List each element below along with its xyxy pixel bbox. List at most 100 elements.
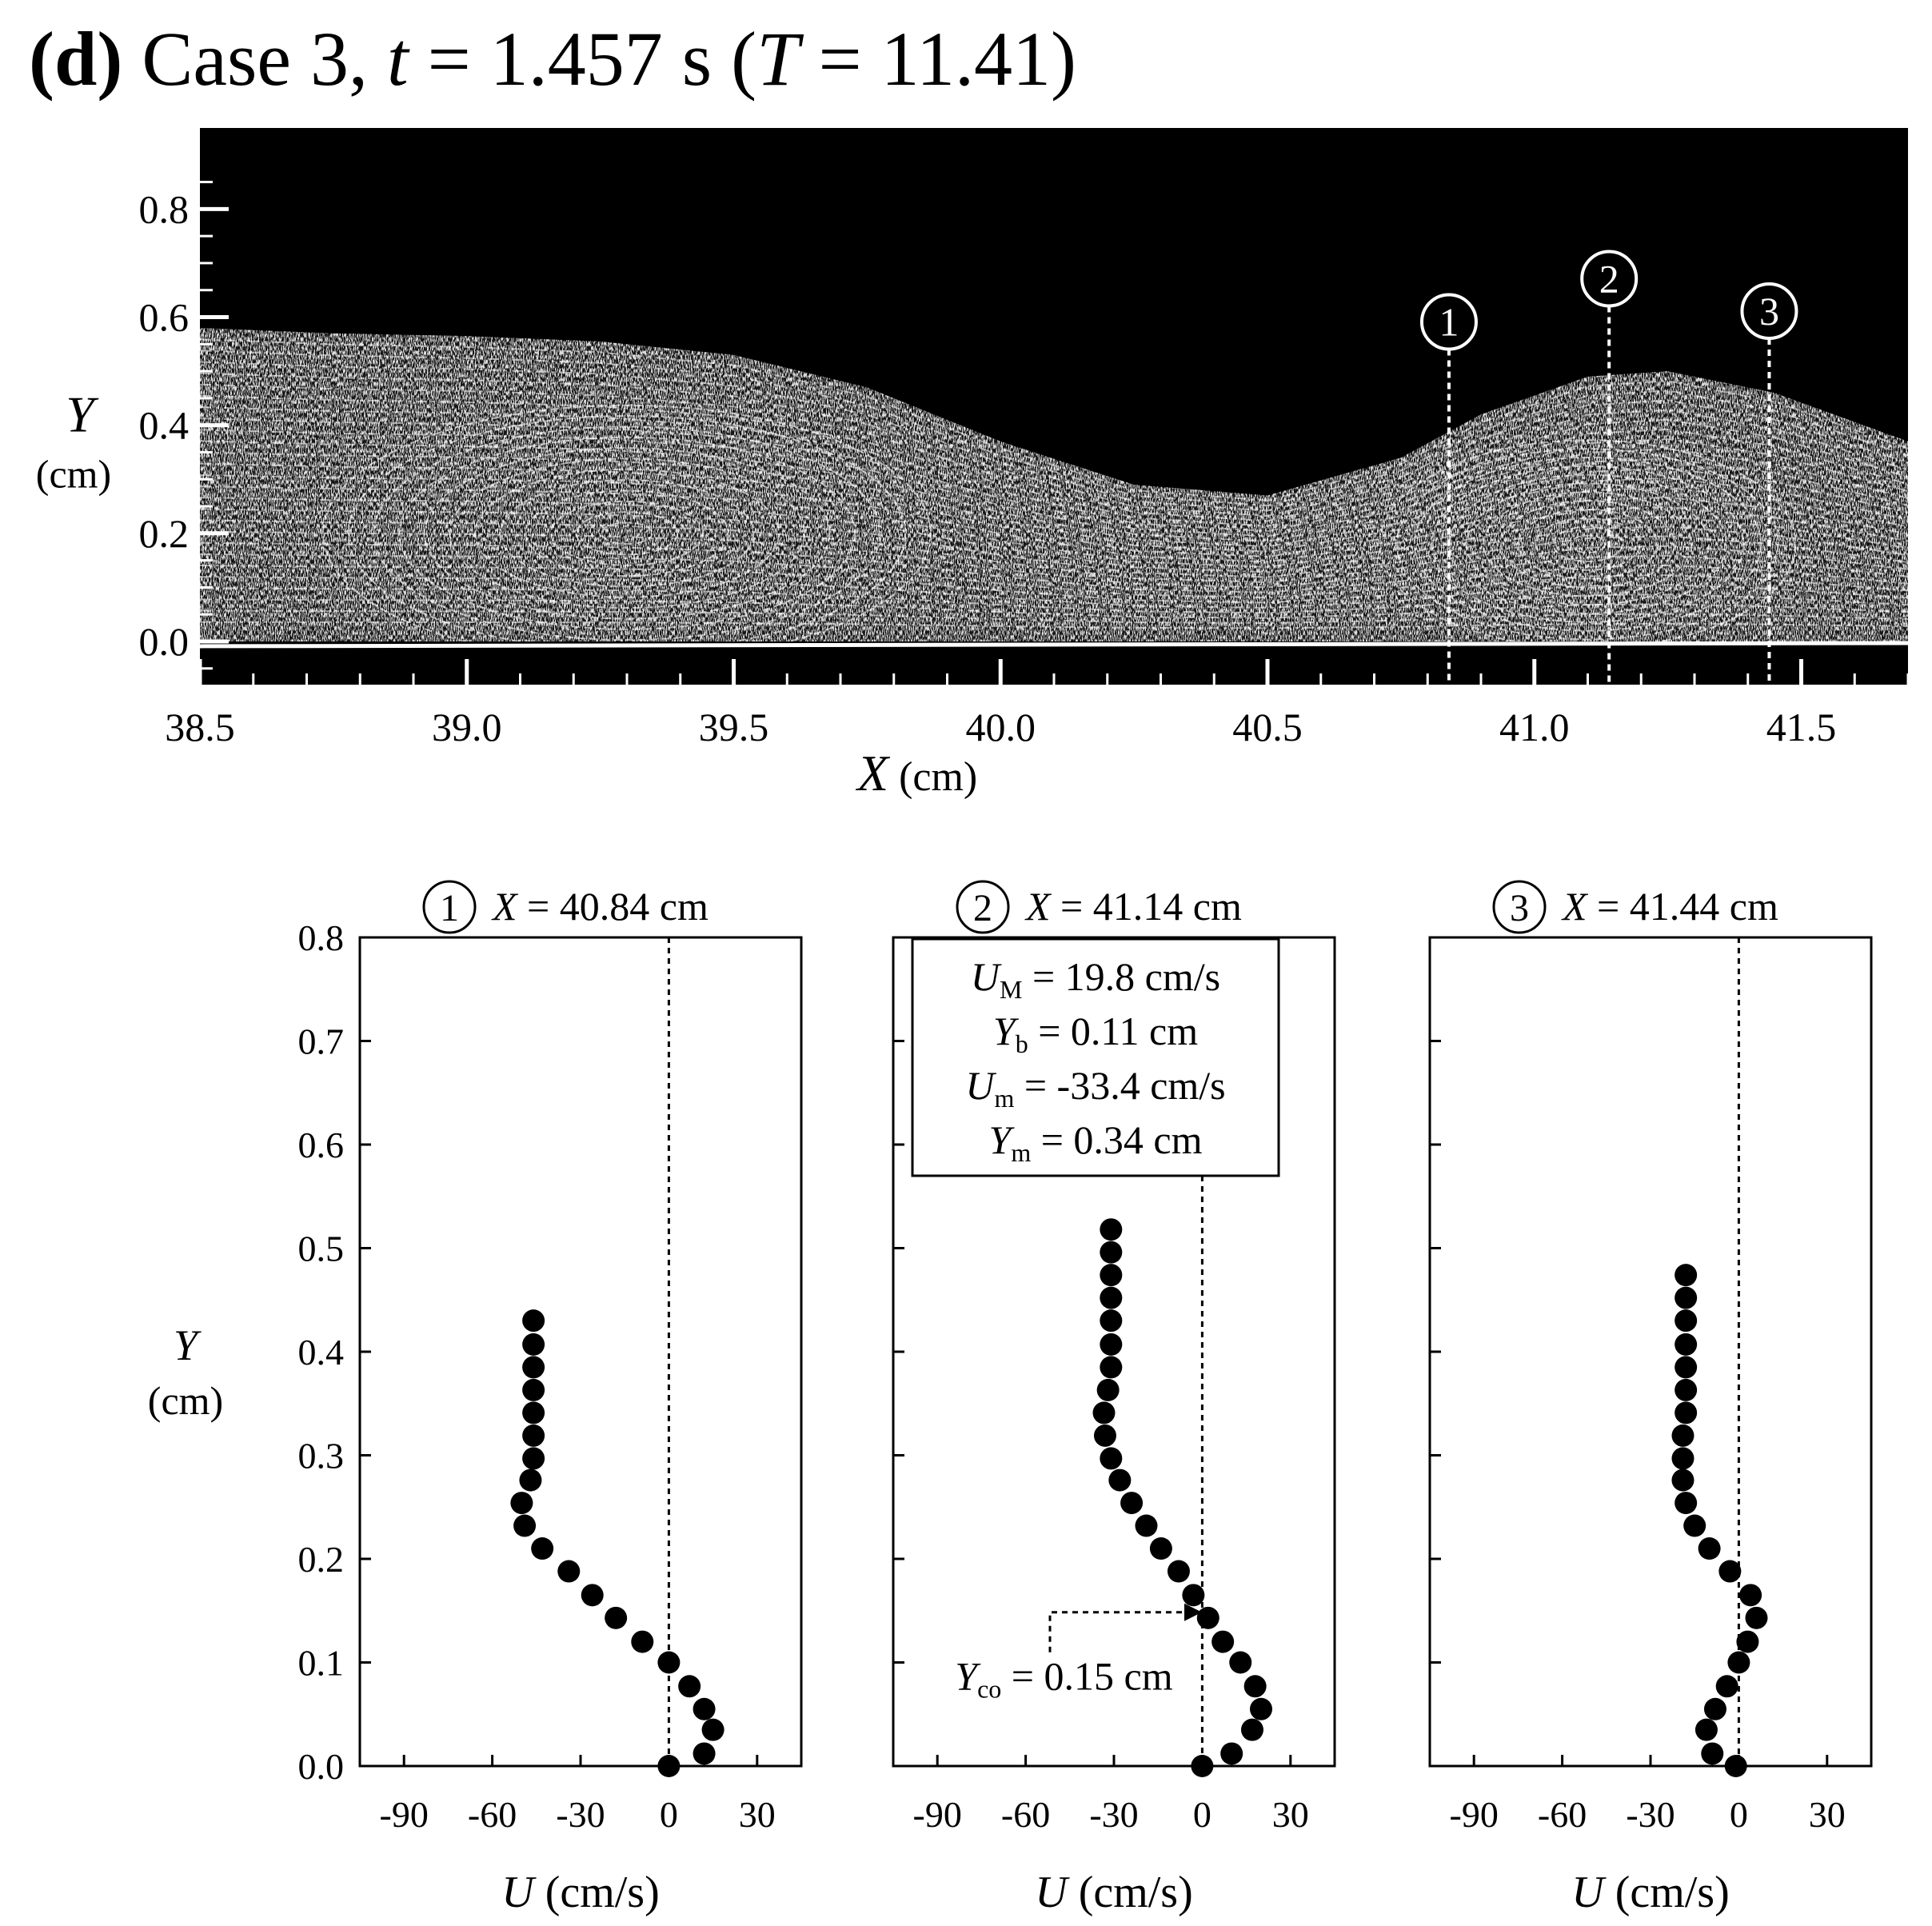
data-point <box>1724 1755 1747 1777</box>
data-point <box>693 1697 716 1720</box>
info-row: UM = 19.8 cm/s <box>971 954 1220 1004</box>
streak-line <box>200 474 1908 563</box>
x-axis-label: X (cm) <box>855 745 977 801</box>
data-point <box>678 1675 701 1698</box>
x-tick-label: 0 <box>1730 1794 1748 1835</box>
info-row: Yb = 0.11 cm <box>993 1009 1198 1058</box>
y-axis-unit: (cm) <box>148 1378 223 1423</box>
streak-line <box>200 485 1908 568</box>
data-point <box>1671 1468 1694 1492</box>
info-var: U <box>965 1063 996 1108</box>
title-var: X <box>1024 884 1052 929</box>
data-point <box>522 1356 545 1379</box>
annotation-value: = 0.15 cm <box>1001 1653 1172 1698</box>
vortex-ring <box>1413 456 1762 632</box>
title-value: = 41.14 cm <box>1051 884 1242 929</box>
title-t-value: = 1.457 s ( <box>408 16 757 102</box>
data-point <box>1092 1401 1116 1425</box>
data-point <box>1149 1537 1172 1560</box>
info-value: = 0.34 cm <box>1031 1117 1202 1162</box>
streak-line <box>200 609 1908 625</box>
y-tick-label: 0.2 <box>139 511 190 556</box>
x-axis-label: U (cm/s) <box>1571 1868 1730 1917</box>
title-value: = 41.44 cm <box>1587 884 1778 929</box>
vortex-ring <box>525 489 729 577</box>
data-point <box>1243 1675 1267 1698</box>
info-value: = 0.11 cm <box>1028 1009 1199 1053</box>
info-sub: b <box>1016 1029 1028 1058</box>
data-point <box>657 1755 681 1777</box>
title-t-var: t <box>386 16 409 102</box>
station-circle <box>1419 293 1478 351</box>
x-tick-label: 38.5 <box>165 705 235 749</box>
data-point <box>1250 1697 1272 1720</box>
y-tick-label: 0.0 <box>139 619 190 664</box>
x-tick-label: 30 <box>739 1794 776 1835</box>
data-point <box>1240 1718 1263 1741</box>
vortex-ring <box>347 415 907 641</box>
data-point <box>1100 1264 1123 1287</box>
data-point <box>1727 1651 1750 1674</box>
title-value: = 40.84 cm <box>517 884 709 929</box>
profile-plot-1: -90 -60 -30 0 30 0.0 0.1 0.2 0.3 0.4 0.5 0.6 0.7 0.8 Y… <box>148 880 803 1917</box>
station-circle <box>956 880 1010 934</box>
streak-line <box>200 541 1908 593</box>
data-point <box>1675 1333 1698 1356</box>
x-tick-label: 40.5 <box>1232 705 1303 749</box>
y-tick-label: 0.1 <box>298 1643 345 1684</box>
data-point <box>657 1651 681 1674</box>
vortex-ring <box>550 500 704 566</box>
station-label: 3 <box>1510 887 1529 929</box>
info-sub: m <box>994 1084 1014 1113</box>
station-circle <box>1580 250 1639 308</box>
data-point <box>1718 1560 1742 1583</box>
vortex-ring <box>474 468 780 598</box>
vortex-ring <box>373 426 881 641</box>
data-point <box>1675 1401 1698 1425</box>
data-point <box>557 1560 581 1583</box>
x-tick-label: 30 <box>1272 1794 1309 1835</box>
info-value: = -33.4 cm/s <box>1014 1063 1225 1108</box>
info-box <box>911 937 1280 1177</box>
x-tick-label: -90 <box>380 1794 429 1835</box>
y-tick-label: 0.5 <box>298 1229 345 1269</box>
x-axis-var: U <box>1035 1868 1070 1917</box>
title-T-value: = 11.41) <box>799 16 1077 102</box>
data-point <box>1675 1264 1698 1287</box>
panel-letter: (d) <box>29 16 123 102</box>
data-point <box>510 1492 533 1515</box>
data-point <box>522 1378 545 1401</box>
data-point <box>1093 1424 1116 1447</box>
vortex-ring <box>1379 439 1797 641</box>
x-axis-var: U <box>1571 1868 1607 1917</box>
x-tick-label: -90 <box>913 1794 962 1835</box>
x-tick-label: 41.0 <box>1499 705 1570 749</box>
fluid-region <box>200 328 1908 641</box>
station-circle <box>422 880 477 934</box>
annotation-sub: co <box>977 1674 1001 1703</box>
data-point <box>1096 1378 1120 1401</box>
data-point <box>1698 1537 1721 1560</box>
title-case: Case 3, <box>142 16 387 102</box>
station-label: 2 <box>973 887 992 929</box>
annotation-arrow-line <box>1048 1611 1188 1652</box>
station-circle <box>1492 880 1547 934</box>
data-point <box>1745 1606 1768 1629</box>
data-point <box>522 1401 545 1425</box>
annotation-arrowhead <box>1184 1603 1202 1621</box>
title-var: X <box>491 884 519 929</box>
streak-line <box>200 519 1908 583</box>
y-tick-label: 0.7 <box>298 1021 345 1062</box>
panel-title: (d) Case 3, t = 1.457 s (T = 11.41) <box>29 14 1076 103</box>
streak-line <box>200 338 1908 501</box>
x-tick-label: 0 <box>660 1794 678 1835</box>
data-point <box>531 1537 554 1560</box>
data-point <box>1100 1218 1123 1241</box>
y-tick-label: 0.4 <box>298 1332 345 1373</box>
vortex-ring <box>1396 448 1779 641</box>
x-tick-label: 41.5 <box>1766 705 1837 749</box>
x-tick-label: -90 <box>1450 1794 1499 1835</box>
streak-line <box>200 497 1908 573</box>
data-point <box>522 1424 545 1447</box>
